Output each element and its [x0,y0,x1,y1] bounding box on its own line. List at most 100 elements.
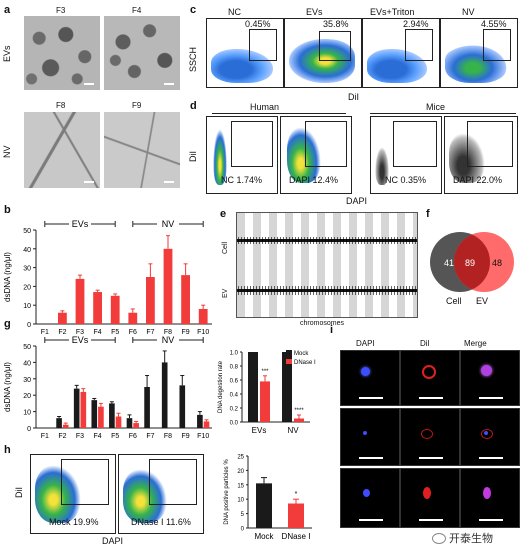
x-tick-label: F6 [129,433,137,440]
micro-merge-3 [460,468,520,528]
x-tick-label: F3 [76,329,84,336]
chart-g2: 0.0 0.2 0.4 0.6 0.8 1.0 DNA degestion rate EVs *… [218,350,316,435]
flow-plot-nv: 4.55% [440,18,518,88]
em-image-f9 [104,112,180,188]
x-tick-label: F10 [197,329,209,336]
x-tick-label: F9 [182,329,190,336]
micro-title-dil: DiI [420,339,430,348]
panel-b-label: b [4,204,11,216]
panel-a-label: a [4,4,11,16]
panel-e-row-cell: Cell [222,241,229,254]
y-tick-label: 10 [23,303,31,310]
flow-plot-mice-dapi: DAPI 22.0% [444,116,518,194]
y-tick-label: 0 [27,426,31,433]
em-image-f8 [24,112,100,188]
x-tick-label: F6 [129,329,137,336]
bar [75,278,85,324]
em-title-f4: F4 [132,6,142,15]
bracket-label: EVs [72,335,89,345]
venn-left-count: 41 [444,258,454,268]
panel-e-label: e [220,208,227,220]
micro-dil-2 [400,408,460,466]
panel-f-label: f [426,208,430,220]
panel-h-ylabel: DiI [14,487,24,498]
bar [56,418,62,428]
panel-h-xlabel: DAPI [102,536,124,546]
panel-d-ylabel: DiI [188,151,198,162]
x-tick-label: NV [287,426,299,435]
em-title-f8: F8 [56,101,66,110]
flow-plot-h-mock: Mock 19.9% [30,454,116,534]
flow-plot-nc: 0.45% [206,18,284,88]
y-tick-label: 20 [23,393,31,400]
bar [288,503,304,528]
y-axis-label: dsDNA (ng/μl) [3,252,12,302]
panel-h-label: h [4,444,11,456]
flow-plot-human-nc: NC 1.74% [206,116,278,194]
wechat-icon [432,532,446,544]
significance-stars: **** [294,408,304,414]
venn-overlap [453,234,491,290]
y-tick-label: 0.2 [230,407,239,413]
x-tick-label: F2 [58,433,66,440]
bar [197,414,203,428]
y-tick-label: 30 [23,377,31,384]
y-tick-label: 15 [237,483,244,489]
x-tick-label: F5 [111,329,119,336]
x-tick-label: F9 [182,433,190,440]
y-tick-label: 0 [27,322,31,329]
y-tick-label: 0.0 [230,421,239,427]
y-tick-label: 10 [23,410,31,417]
x-tick-label: DNase I [282,532,311,541]
bracket-label: NV [162,335,175,345]
x-tick-label: F10 [197,433,209,440]
bar [256,483,272,528]
flow-plot-triton: 2.94% [362,18,440,88]
karyogram [236,212,418,318]
venn-right-count: 48 [492,258,502,268]
x-tick-label: F2 [58,329,66,336]
flow-c-title-evs: EVs [306,7,323,17]
panel-d-xlabel: DAPI [346,196,368,206]
y-tick-label: 50 [23,228,31,235]
y-tick-label: 5 [241,512,245,518]
x-tick-label: F7 [146,433,154,440]
legend-swatch-dnase [286,359,292,364]
y-tick-label: 50 [23,344,31,351]
y-tick-label: 25 [237,455,244,461]
panel-d-group-mice: Mice [426,102,446,112]
bar [203,421,210,428]
panel-d-human-line [212,113,346,114]
micro-merge-1 [460,350,520,406]
panel-d-group-human: Human [250,102,280,112]
flow-c-title-nc: NC [228,7,241,17]
panel-d-label: d [190,100,197,112]
panel-c-ylabel: SSCH [188,46,198,72]
bar [80,391,87,428]
watermark: 开泰生物 [432,530,493,546]
venn-left-name: Cell [446,296,462,306]
bar [282,352,292,422]
x-tick-label: F3 [76,433,84,440]
flow-plot-evs: 35.8% [284,18,362,88]
x-tick-label: Mock [254,532,274,541]
bar [98,406,104,428]
bracket-label-bg [157,334,179,346]
em-title-f3: F3 [56,6,66,15]
row-label-evs: EVs [2,45,12,62]
x-tick-label: F4 [94,433,102,440]
y-tick-label: 20 [23,284,31,291]
micro-dapi-1 [340,350,400,406]
bar [109,403,115,428]
bracket-label-bg [69,334,91,346]
bar [133,423,139,428]
flow-plot-h-dnase: DNase I 11.6% [118,454,204,534]
x-tick-label: F8 [164,433,172,440]
micro-merge-2 [460,408,520,466]
micro-title-merge: Merge [464,339,487,348]
y-tick-label: 1.0 [230,351,239,357]
bar [198,308,208,324]
micro-dapi-2 [340,408,400,466]
bracket-label: NV [162,219,175,229]
y-tick-label: 30 [23,266,31,273]
